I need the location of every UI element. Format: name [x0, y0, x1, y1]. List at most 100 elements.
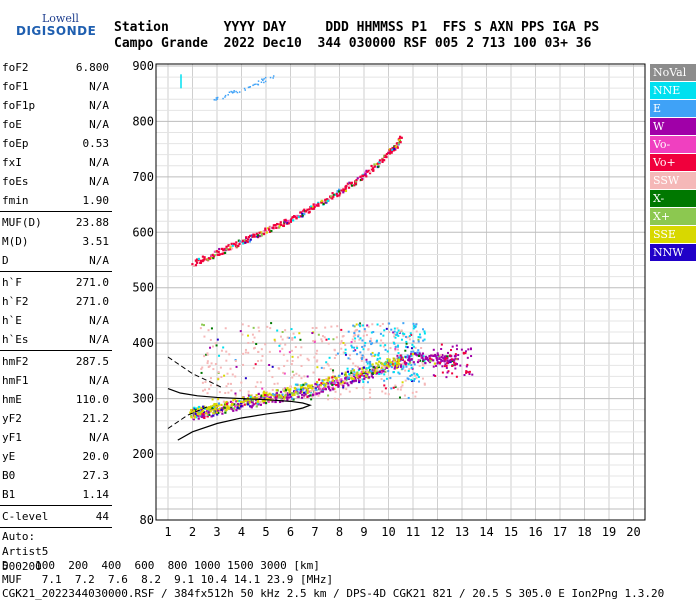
- scatter-point: [463, 374, 466, 377]
- trace-point: [374, 369, 377, 373]
- scatter-point: [361, 354, 364, 357]
- trace-point: [235, 400, 238, 403]
- trace-point: [200, 406, 203, 409]
- polarization-legend: NoVal NNE E W Vo- Vo+ SSW X- X+ SSE NNW: [650, 64, 696, 262]
- scatter-point: [222, 97, 224, 100]
- scatter-point: [392, 341, 395, 344]
- trace-point: [356, 177, 359, 180]
- trace-point: [189, 411, 192, 414]
- trace-point: [238, 240, 242, 243]
- trace-point: [226, 407, 229, 410]
- trace-point: [195, 416, 198, 419]
- scatter-point: [281, 347, 284, 350]
- scatter-point: [371, 376, 374, 379]
- trace-point: [414, 353, 417, 356]
- scatter-point: [412, 350, 415, 353]
- scatter-point: [203, 355, 206, 358]
- trace-point: [237, 403, 240, 406]
- trace-point: [371, 372, 374, 375]
- trace-point: [426, 356, 429, 360]
- trace-point: [207, 258, 210, 261]
- x-tick-label: 2: [189, 525, 196, 539]
- scatter-point: [399, 388, 402, 391]
- trace-point: [226, 405, 229, 408]
- trace-point: [213, 250, 217, 253]
- trace-point: [347, 377, 350, 380]
- scatter-point: [410, 364, 413, 367]
- param-row: foF2 6.800: [0, 58, 112, 77]
- x-tick-label: 18: [577, 525, 591, 539]
- trace-point: [384, 370, 387, 373]
- trace-point: [197, 258, 200, 262]
- scatter-point: [293, 336, 296, 339]
- scatter-point: [359, 322, 362, 325]
- param-row: yE 20.0: [0, 447, 112, 466]
- scatter-point: [442, 357, 445, 360]
- scatter-point: [390, 387, 393, 390]
- trace-point: [238, 399, 241, 403]
- scatter-point: [234, 359, 237, 362]
- trace-point: [358, 375, 361, 379]
- scatter-point: [407, 378, 410, 381]
- scatter-point: [251, 333, 254, 336]
- scatter-point: [371, 355, 374, 358]
- trace-point: [258, 231, 261, 234]
- trace-point: [292, 219, 295, 222]
- scatter-point: [252, 326, 255, 329]
- trace-point: [326, 379, 329, 382]
- trace-point: [245, 239, 248, 243]
- trace-point: [301, 212, 304, 215]
- trace-point: [253, 396, 256, 399]
- trace-point: [327, 376, 330, 379]
- scatter-point: [413, 379, 416, 382]
- trace-point: [220, 408, 223, 411]
- scatter-point: [414, 374, 417, 377]
- scatter-point: [279, 335, 282, 338]
- scatter-point: [402, 365, 405, 368]
- scatter-point: [377, 353, 380, 356]
- param-value: N/A: [89, 80, 109, 93]
- scatter-point: [321, 340, 324, 343]
- trace-point: [346, 382, 349, 385]
- scatter-point: [306, 357, 309, 360]
- scatter-point: [215, 99, 217, 101]
- scatter-point: [295, 372, 298, 375]
- trace-point: [261, 394, 265, 397]
- scatter-point: [381, 322, 384, 325]
- trace-point: [340, 383, 343, 387]
- trace-point: [392, 149, 396, 152]
- trace-point: [224, 411, 227, 414]
- trace-point: [359, 372, 362, 375]
- scatter-point: [360, 374, 363, 377]
- x-tick-label: 14: [479, 525, 493, 539]
- trace-point: [366, 170, 369, 173]
- trace-point: [381, 371, 384, 374]
- trace-point: [305, 383, 308, 386]
- trace-point: [388, 360, 391, 363]
- scatter-point: [466, 363, 469, 366]
- scatter-point: [393, 335, 396, 338]
- scatter-point: [235, 365, 238, 368]
- trace-point: [338, 374, 341, 377]
- trace-point: [241, 240, 244, 244]
- scatter-point: [383, 329, 386, 332]
- trace-point: [385, 153, 389, 156]
- scatter-point: [377, 352, 380, 355]
- scatter-point: [225, 385, 228, 388]
- param-row: MUF(D) 23.88: [0, 213, 112, 232]
- trace-point: [371, 363, 374, 366]
- trace-point: [309, 394, 312, 397]
- trace-point: [244, 241, 247, 244]
- trace-point: [239, 400, 243, 403]
- trace-point: [350, 184, 354, 187]
- y-tick-label: 300: [132, 392, 154, 406]
- param-value: N/A: [89, 254, 109, 267]
- trace-point: [361, 371, 364, 375]
- trace-point: [394, 145, 398, 148]
- trace-point: [224, 404, 227, 407]
- legend-item: NNW: [650, 244, 696, 261]
- scatter-point: [346, 367, 349, 370]
- scatter-point: [400, 362, 403, 365]
- scatter-point: [209, 338, 212, 341]
- trace-point: [383, 159, 386, 162]
